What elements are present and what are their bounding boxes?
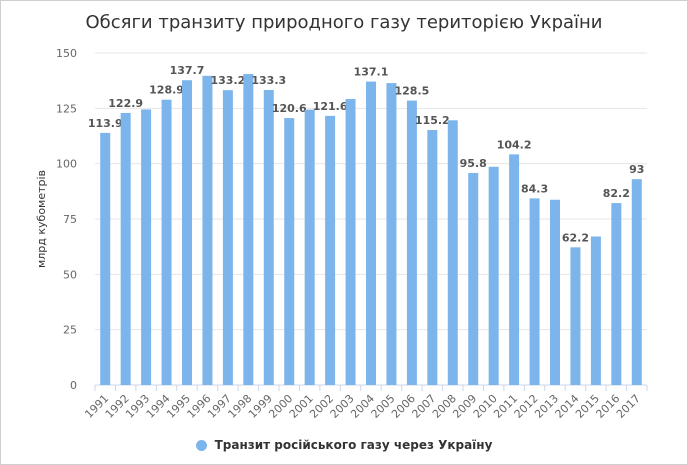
bar [100,132,111,385]
y-tick-label: 100 [56,158,77,171]
legend-item[interactable]: Транзит російського газу через Україну [195,438,493,452]
bar [263,89,274,385]
data-label: 82.2 [603,187,630,200]
data-label: 115.2 [415,114,450,127]
bar [222,90,233,386]
bar [570,247,581,385]
bar [345,99,356,386]
bar [611,203,622,385]
bar [366,81,376,385]
data-label: 137.1 [354,66,389,79]
bar [304,109,315,386]
y-tick-label: 50 [63,268,77,281]
bar [243,74,254,385]
y-tick-label: 75 [63,213,77,226]
bar [468,172,479,385]
bar [427,130,438,385]
data-label: 122.9 [108,97,143,110]
bar [631,179,642,385]
y-tick-label: 125 [56,102,77,115]
bar [120,112,131,386]
data-label: 121.6 [313,100,348,113]
bar [386,83,397,386]
data-label: 137.7 [170,64,205,77]
legend-label: Транзит російського газу через Україну [214,438,493,452]
data-label: 95.8 [460,157,487,170]
bar [550,199,560,385]
legend: Транзит російського газу через Україну [0,438,688,452]
bar [406,100,417,385]
data-label: 133.2 [210,74,245,87]
chart-title: Обсяги транзиту природного газу територі… [85,12,603,33]
bar [161,99,172,386]
y-tick-label: 0 [70,379,77,392]
y-tick-label: 25 [63,324,77,337]
bar [141,109,152,385]
bar [509,154,520,385]
data-label: 133.3 [251,74,286,87]
bar [447,120,458,385]
bar [284,118,295,386]
data-label: 128.9 [149,84,184,97]
data-label: 104.2 [497,138,532,151]
data-label: 113.9 [88,117,123,130]
bar [590,236,601,385]
data-label: 84.3 [521,182,548,195]
bar [202,75,213,385]
data-label: 128.5 [394,85,429,98]
legend-swatch [195,439,207,451]
y-axis-title: млрд кубометрів [35,170,48,268]
data-label: 62.2 [562,231,589,244]
x-tick-label: 2017 [614,392,643,421]
bar [182,80,192,385]
y-tick-label: 150 [56,47,77,60]
bar [325,115,336,385]
data-label: 93 [629,163,644,176]
bar [529,198,540,385]
bar [488,166,499,385]
data-label: 120.6 [272,102,307,115]
